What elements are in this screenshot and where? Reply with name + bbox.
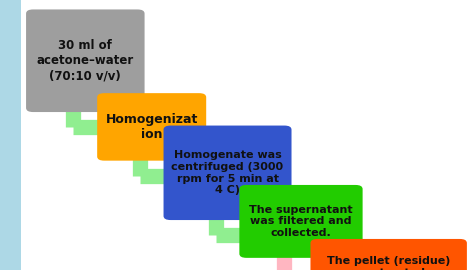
FancyBboxPatch shape	[97, 93, 206, 161]
Text: The supernatant
was filtered and
collected.: The supernatant was filtered and collect…	[249, 205, 353, 238]
FancyBboxPatch shape	[26, 9, 145, 112]
Text: The pellet (residue)
was re-extracted once
more.: The pellet (residue) was re-extracted on…	[319, 256, 458, 270]
Text: Homogenate was
centrifuged (3000
rpm for 5 min at
4 C): Homogenate was centrifuged (3000 rpm for…	[172, 150, 283, 195]
Text: 30 ml of
acetone–water
(70:10 v/v): 30 ml of acetone–water (70:10 v/v)	[36, 39, 134, 82]
FancyBboxPatch shape	[164, 126, 292, 220]
Text: Homogenizat
ion: Homogenizat ion	[106, 113, 198, 141]
FancyBboxPatch shape	[239, 185, 363, 258]
FancyBboxPatch shape	[310, 239, 467, 270]
FancyBboxPatch shape	[0, 0, 21, 270]
